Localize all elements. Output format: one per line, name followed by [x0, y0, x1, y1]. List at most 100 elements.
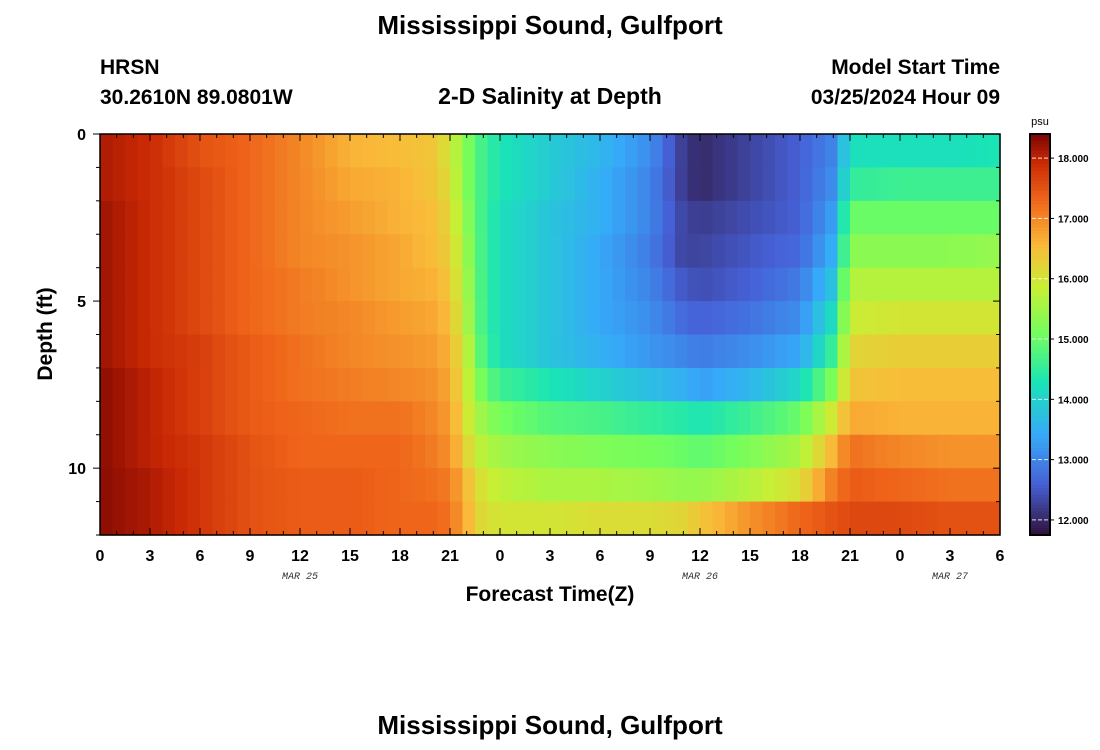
heatmap-cell [537, 334, 551, 369]
heatmap-cell [375, 468, 389, 503]
heatmap-cell [125, 267, 139, 302]
heatmap-cell [625, 401, 639, 436]
heatmap-cell [325, 334, 339, 369]
heatmap-cell [237, 401, 251, 436]
colorbar-segment [1030, 498, 1050, 503]
heatmap-cell [250, 501, 264, 536]
heatmap-cell [225, 267, 239, 302]
heatmap-cell [150, 501, 164, 536]
x-tick-label: 3 [146, 548, 155, 565]
heatmap-cell [562, 434, 576, 469]
heatmap-cell [237, 267, 251, 302]
heatmap-cell [625, 367, 639, 402]
heatmap-cell [475, 200, 489, 235]
heatmap-cell [337, 234, 351, 269]
heatmap-cell [187, 301, 201, 336]
heatmap-cell [725, 234, 739, 269]
heatmap-cell [587, 134, 601, 169]
heatmap-cell [612, 434, 626, 469]
heatmap-cell [100, 301, 114, 336]
heatmap-cell [737, 267, 751, 302]
heatmap-cell [675, 401, 689, 436]
heatmap-cell [900, 134, 914, 169]
colorbar-segment [1030, 217, 1050, 222]
colorbar-tick-label: 15.000 [1058, 335, 1089, 346]
heatmap-cell [412, 301, 426, 336]
colorbar-segment [1030, 434, 1050, 439]
heatmap-cell [100, 401, 114, 436]
heatmap-cell [375, 367, 389, 402]
colorbar-segment [1030, 144, 1050, 148]
x-tick-label: 6 [196, 548, 205, 565]
heatmap-cell [250, 468, 264, 503]
heatmap-cell [162, 301, 176, 336]
heatmap-cell [887, 134, 901, 169]
heatmap-cell [362, 234, 376, 269]
heatmap-cell [562, 401, 576, 436]
heatmap-cell [600, 468, 614, 503]
colorbar-segment [1030, 478, 1050, 483]
colorbar-segment [1030, 321, 1050, 326]
heatmap-cell [912, 468, 926, 503]
heatmap-cell [862, 468, 876, 503]
heatmap-cell [800, 267, 814, 302]
heatmap-cell [700, 234, 714, 269]
heatmap-cell [375, 501, 389, 536]
colorbar-tick-label: 14.000 [1058, 395, 1089, 406]
heatmap-cell [500, 200, 514, 235]
heatmap-cell [987, 334, 1001, 369]
heatmap-cell [812, 501, 826, 536]
heatmap-cell [312, 401, 326, 436]
heatmap-cell [737, 367, 751, 402]
heatmap-cell [875, 468, 889, 503]
heatmap-cell [300, 434, 314, 469]
heatmap-cell [775, 334, 789, 369]
colorbar-segment [1030, 294, 1050, 299]
heatmap-cell [150, 468, 164, 503]
heatmap-cell [950, 434, 964, 469]
heatmap-cell [425, 200, 439, 235]
heatmap-cell [475, 301, 489, 336]
heatmap-cell [625, 200, 639, 235]
heatmap-cell [625, 301, 639, 336]
heatmap-cell [862, 134, 876, 169]
heatmap-cell [212, 267, 226, 302]
heatmap-cell [487, 234, 501, 269]
heatmap-cell [200, 367, 214, 402]
heatmap-cell [787, 367, 801, 402]
heatmap-cell [162, 134, 176, 169]
heatmap-cell [537, 301, 551, 336]
heatmap-cell [450, 334, 464, 369]
colorbar-segment [1030, 347, 1050, 352]
heatmap-cell [175, 468, 189, 503]
heatmap-cell [500, 367, 514, 402]
heatmap-cell [225, 200, 239, 235]
colorbar-tick-label: 18.000 [1058, 154, 1089, 165]
heatmap-cell [400, 367, 414, 402]
heatmap-cell [400, 200, 414, 235]
model-start-label: Model Start Time [831, 56, 1000, 79]
colorbar-segment [1030, 438, 1050, 443]
y-axis: 0 5 10 [68, 127, 1000, 536]
heatmap-cell [125, 367, 139, 402]
heatmap-cell [175, 501, 189, 536]
heatmap-cell [137, 401, 151, 436]
heatmap-cell [250, 301, 264, 336]
heatmap-cell [925, 468, 939, 503]
heatmap-cell [175, 334, 189, 369]
heatmap-cell [912, 334, 926, 369]
heatmap-cell [762, 434, 776, 469]
heatmap-cell [125, 501, 139, 536]
heatmap-cell [112, 501, 126, 536]
heatmap-cell [512, 134, 526, 169]
heatmap-cell [137, 134, 151, 169]
colorbar-segment [1030, 448, 1050, 453]
heatmap-cell [762, 167, 776, 202]
heatmap-cell [462, 401, 476, 436]
heatmap-cell [137, 200, 151, 235]
heatmap-cell [500, 468, 514, 503]
heatmap-cell [237, 434, 251, 469]
x-tick-label: 15 [341, 548, 359, 565]
heatmap-cell [850, 234, 864, 269]
heatmap-cell [850, 134, 864, 169]
